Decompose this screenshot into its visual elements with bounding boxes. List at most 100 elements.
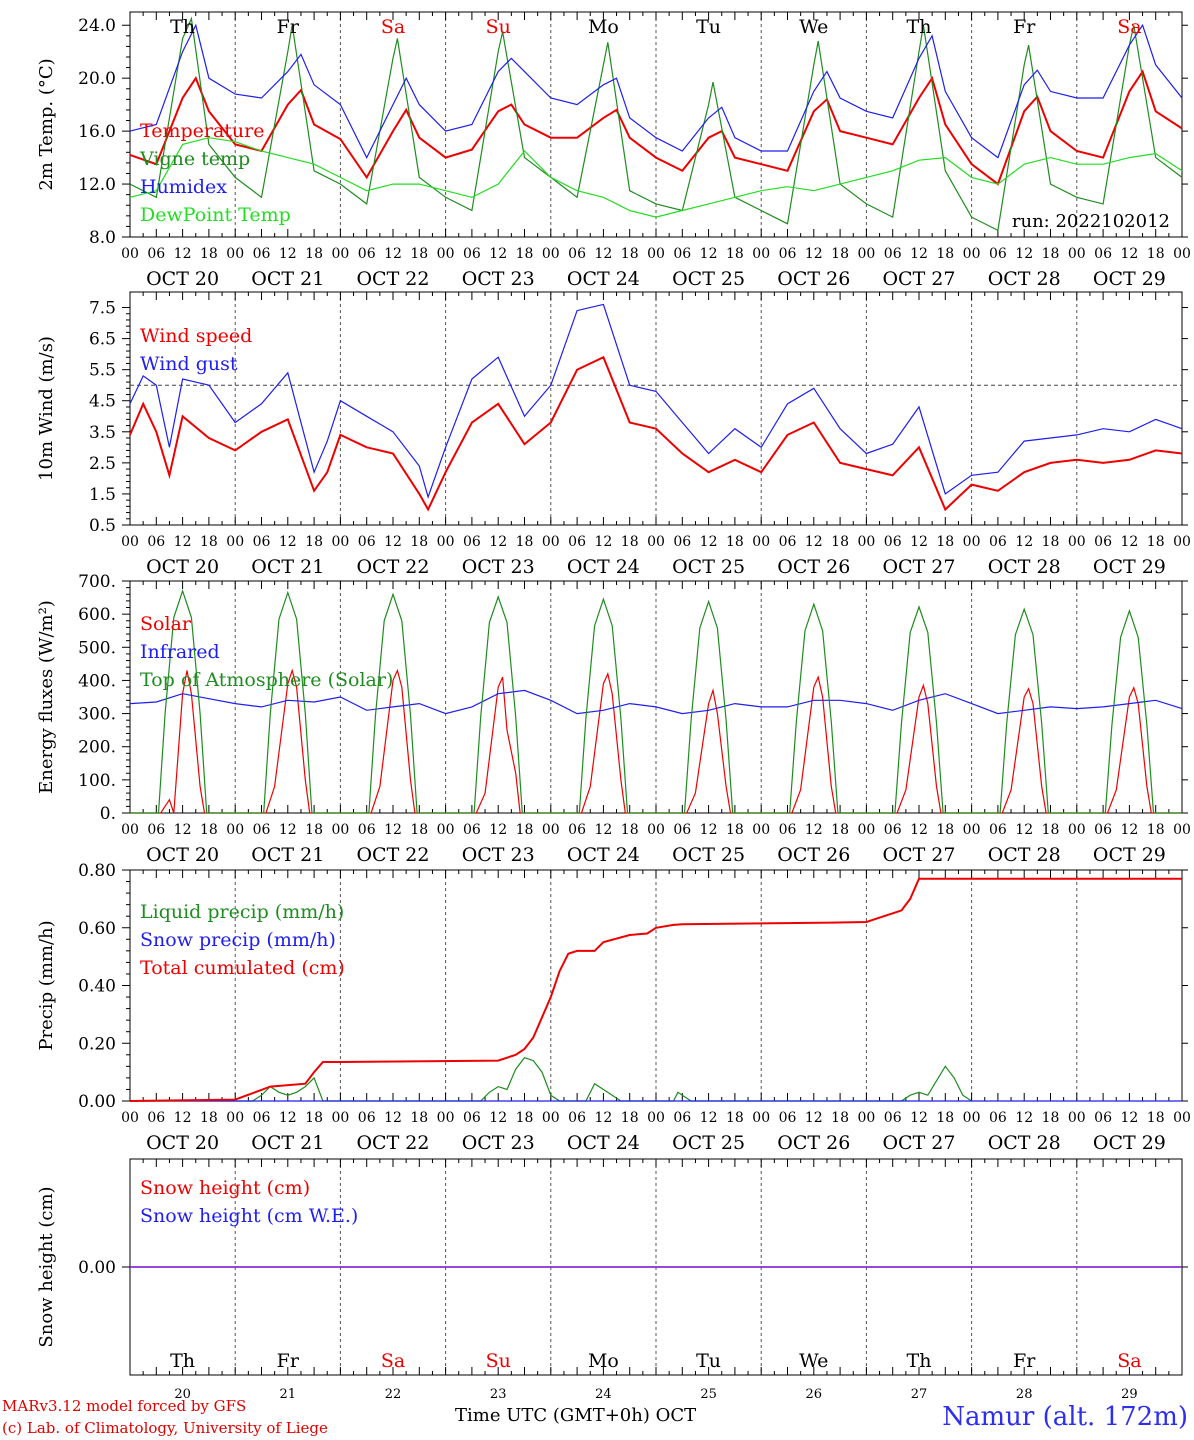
hour-tick-label: 18 xyxy=(516,246,534,262)
time-axis-title: Time UTC (GMT+0h) OCT xyxy=(455,1405,697,1426)
hour-tick-label: 12 xyxy=(805,534,823,550)
y-tick-label: 0.20 xyxy=(78,1034,116,1054)
hour-tick-label: 12 xyxy=(594,822,612,838)
date-label: OCT 20 xyxy=(146,268,219,290)
y-tick-label: 500. xyxy=(78,638,116,658)
date-label: OCT 24 xyxy=(567,1132,640,1154)
series-line xyxy=(129,355,1183,512)
date-label: OCT 24 xyxy=(567,844,640,866)
y-axis-label: Snow height (cm) xyxy=(36,1186,57,1347)
hour-tick-label: 06 xyxy=(358,822,376,838)
hour-tick-label: 00 xyxy=(437,822,455,838)
panel-5: 0.00 Snow height (cm) Snow height (cm) Snow… xyxy=(36,1158,1188,1402)
lab-credit: (c) Lab. of Climatology, University of L… xyxy=(2,1419,328,1437)
hour-tick-label: 12 xyxy=(279,534,297,550)
date-label: OCT 27 xyxy=(882,844,955,866)
legend-entry: Solar xyxy=(140,613,192,635)
hour-tick-label: 00 xyxy=(647,1110,665,1126)
hour-tick-label: 06 xyxy=(1094,534,1112,550)
date-label: OCT 25 xyxy=(672,1132,745,1154)
hour-tick-label: 12 xyxy=(384,1110,402,1126)
hour-tick-label: 18 xyxy=(305,1110,323,1126)
hour-tick-label: 12 xyxy=(1120,534,1138,550)
hour-tick-label: 18 xyxy=(410,246,428,262)
date-label: OCT 23 xyxy=(462,556,535,578)
date-label: OCT 23 xyxy=(462,1132,535,1154)
hour-tick-label: 06 xyxy=(884,1110,902,1126)
hour-tick-label: 06 xyxy=(147,822,165,838)
hour-tick-label: 12 xyxy=(1015,822,1033,838)
hour-tick-label: 06 xyxy=(463,534,481,550)
series-line xyxy=(130,588,1182,814)
hour-tick-label: 00 xyxy=(542,1110,560,1126)
hour-tick-label: 00 xyxy=(226,534,244,550)
hour-tick-label: 06 xyxy=(989,822,1007,838)
date-label: OCT 29 xyxy=(1093,556,1166,578)
y-tick-label: 600. xyxy=(78,605,116,625)
hour-tick-label: 06 xyxy=(673,1110,691,1126)
day-number-label: 26 xyxy=(806,1387,823,1402)
hour-tick-label: 18 xyxy=(1042,534,1060,550)
hour-tick-label: 18 xyxy=(410,534,428,550)
hour-tick-label: 18 xyxy=(410,1110,428,1126)
hour-tick-label: 12 xyxy=(805,822,823,838)
hour-tick-label: 00 xyxy=(752,1110,770,1126)
day-number-label: 27 xyxy=(911,1387,928,1402)
y-axis-label: Energy fluxes (W/m²) xyxy=(36,600,57,794)
weekday-label: Fr xyxy=(277,16,300,38)
hour-tick-label: 00 xyxy=(1173,1110,1191,1126)
hour-tick-label: 00 xyxy=(963,1110,981,1126)
run-annotation: run: 2022102012 xyxy=(1012,211,1170,232)
hour-tick-label: 06 xyxy=(253,534,271,550)
hour-tick-label: 18 xyxy=(1042,246,1060,262)
hour-tick-label: 12 xyxy=(805,1110,823,1126)
day-number-label: 29 xyxy=(1121,1387,1138,1402)
hour-tick-label: 18 xyxy=(200,534,218,550)
hour-tick-label: 06 xyxy=(147,534,165,550)
y-tick-label: 2.5 xyxy=(89,454,116,474)
y-tick-label: 400. xyxy=(78,671,116,691)
hour-tick-label: 00 xyxy=(542,822,560,838)
hour-tick-label: 00 xyxy=(1068,534,1086,550)
hour-tick-label: 18 xyxy=(516,1110,534,1126)
hour-tick-label: 12 xyxy=(1015,246,1033,262)
hour-tick-label: 12 xyxy=(594,1110,612,1126)
y-tick-label: 200. xyxy=(78,738,116,758)
hour-tick-label: 00 xyxy=(121,534,139,550)
hour-tick-label: 12 xyxy=(700,1110,718,1126)
hour-tick-label: 06 xyxy=(884,534,902,550)
y-tick-label: 1.5 xyxy=(89,485,116,505)
day-number-label: 22 xyxy=(385,1387,402,1402)
hour-tick-label: 18 xyxy=(621,1110,639,1126)
hour-tick-label: 00 xyxy=(1173,822,1191,838)
date-label: OCT 25 xyxy=(672,556,745,578)
hour-tick-label: 12 xyxy=(1015,1110,1033,1126)
y-tick-label: 5.5 xyxy=(89,361,116,381)
y-tick-label: 7.5 xyxy=(89,299,116,319)
panel-4: 0.00 0.20 0.40 0.60 0.80 Precip (mm/h) 00 06 12 1… xyxy=(36,861,1191,1154)
weekday-label: Th xyxy=(170,16,195,38)
y-tick-label: 4.5 xyxy=(89,392,116,412)
hour-tick-label: 18 xyxy=(1042,822,1060,838)
hour-tick-label: 00 xyxy=(1068,822,1086,838)
y-axis-label: 10m Wind (m/s) xyxy=(36,336,57,481)
hour-tick-label: 00 xyxy=(121,822,139,838)
hour-tick-label: 00 xyxy=(226,822,244,838)
date-label: OCT 28 xyxy=(988,556,1061,578)
hour-tick-label: 06 xyxy=(779,1110,797,1126)
hour-tick-label: 18 xyxy=(936,822,954,838)
legend-entry: Wind speed xyxy=(140,325,252,347)
hour-tick-label: 12 xyxy=(384,822,402,838)
hour-tick-label: 18 xyxy=(1147,534,1165,550)
hour-tick-label: 06 xyxy=(147,246,165,262)
hour-tick-label: 06 xyxy=(568,822,586,838)
hour-tick-label: 00 xyxy=(752,534,770,550)
series-line xyxy=(129,303,1183,499)
hour-tick-label: 06 xyxy=(147,1110,165,1126)
hour-tick-label: 06 xyxy=(884,822,902,838)
date-label: OCT 21 xyxy=(251,556,324,578)
y-tick-label: 0. xyxy=(100,804,116,824)
hour-tick-label: 18 xyxy=(516,822,534,838)
hour-tick-label: 06 xyxy=(358,534,376,550)
weekday-label: Fr xyxy=(1013,1350,1036,1372)
